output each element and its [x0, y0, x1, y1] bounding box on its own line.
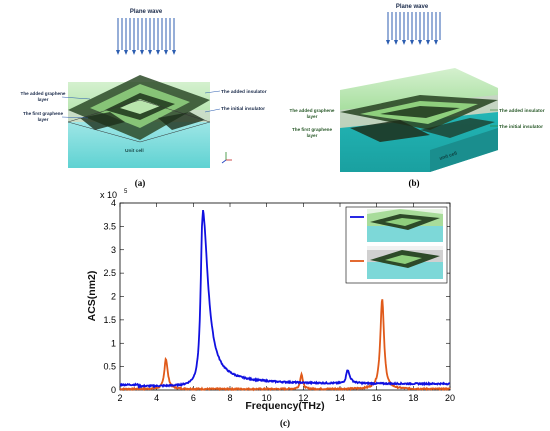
y-axis-label: ACS(nm2)	[86, 271, 98, 322]
y-tick-label: 0.5	[103, 362, 116, 372]
added-graphene-label-b: The added graphene	[290, 108, 335, 113]
legend-thumbnail-blue	[367, 209, 443, 242]
plane-wave-label-b: Plane wave	[396, 4, 429, 10]
x-axis-label: Frequency(THz)	[245, 400, 324, 412]
plane-wave-arrows-a	[117, 18, 175, 50]
y-tick-label: 0	[111, 385, 116, 395]
unit-cell-block-a	[68, 122, 210, 168]
series-line-blue	[119, 209, 451, 389]
y-exponent-power: 5	[124, 189, 128, 195]
first-graphene-label-a: The first graphene	[23, 111, 64, 116]
legend-thumbnail-orange	[367, 246, 443, 279]
svg-text:layer: layer	[38, 97, 49, 102]
x-tick-label: 12	[298, 393, 308, 403]
unit-cell-label-a: Unit cell	[125, 148, 144, 154]
x-axis: 2 4 6 8 10 12 14 16 18 20	[117, 203, 455, 403]
x-tick-label: 4	[154, 393, 159, 403]
y-exponent-label: x 10	[100, 190, 117, 200]
added-graphene-label-a: The added graphene	[21, 91, 66, 96]
x-tick-label: 14	[335, 393, 345, 403]
svg-text:layer: layer	[307, 133, 318, 138]
y-tick-label: 4	[111, 198, 116, 208]
x-tick-label: 8	[227, 393, 232, 403]
panel-a: Plane wave The added graphene layer The …	[21, 9, 267, 188]
initial-insulator-label-b: The initial insulator	[499, 124, 543, 130]
x-tick-label: 2	[117, 393, 122, 403]
x-tick-label: 10	[262, 393, 272, 403]
y-tick-label: 2.5	[103, 268, 116, 278]
first-graphene-label-b: The first graphene	[292, 127, 333, 132]
plane-wave-arrows-b	[387, 12, 441, 40]
y-tick-label: 1	[111, 338, 116, 348]
caption-c: (c)	[280, 418, 290, 428]
y-tick-label: 1.5	[103, 315, 116, 325]
y-tick-label: 3	[111, 245, 116, 255]
added-insulator-label-a: The added insulator	[221, 89, 267, 95]
svg-text:layer: layer	[307, 114, 318, 119]
y-tick-label: 2	[111, 292, 116, 302]
x-tick-label: 16	[372, 393, 382, 403]
unit-cell-label-b: unit cell	[439, 151, 458, 162]
graphene-fractal-b	[340, 95, 498, 142]
x-tick-label: 18	[408, 393, 418, 403]
panel-c-chart: 00.511.522.533.54 2 4 6 8 10 12 14 16 18 20 x 10 …	[86, 189, 455, 428]
y-tick-label: 3.5	[103, 221, 116, 231]
plane-wave-label-a: Plane wave	[130, 9, 163, 15]
axes-triad-icon	[221, 152, 232, 164]
x-tick-label: 20	[445, 393, 455, 403]
added-insulator-label-b: The added insulator	[499, 108, 545, 114]
series-line-orange	[119, 299, 451, 392]
caption-a: (a)	[135, 178, 146, 188]
initial-insulator-label-a: The initial insulator	[221, 106, 265, 112]
panel-b: Plane wave The added graphene layer The …	[290, 4, 545, 188]
x-tick-label: 6	[191, 393, 196, 403]
legend	[345, 206, 448, 284]
svg-text:layer: layer	[38, 117, 49, 122]
caption-b: (b)	[409, 178, 420, 188]
